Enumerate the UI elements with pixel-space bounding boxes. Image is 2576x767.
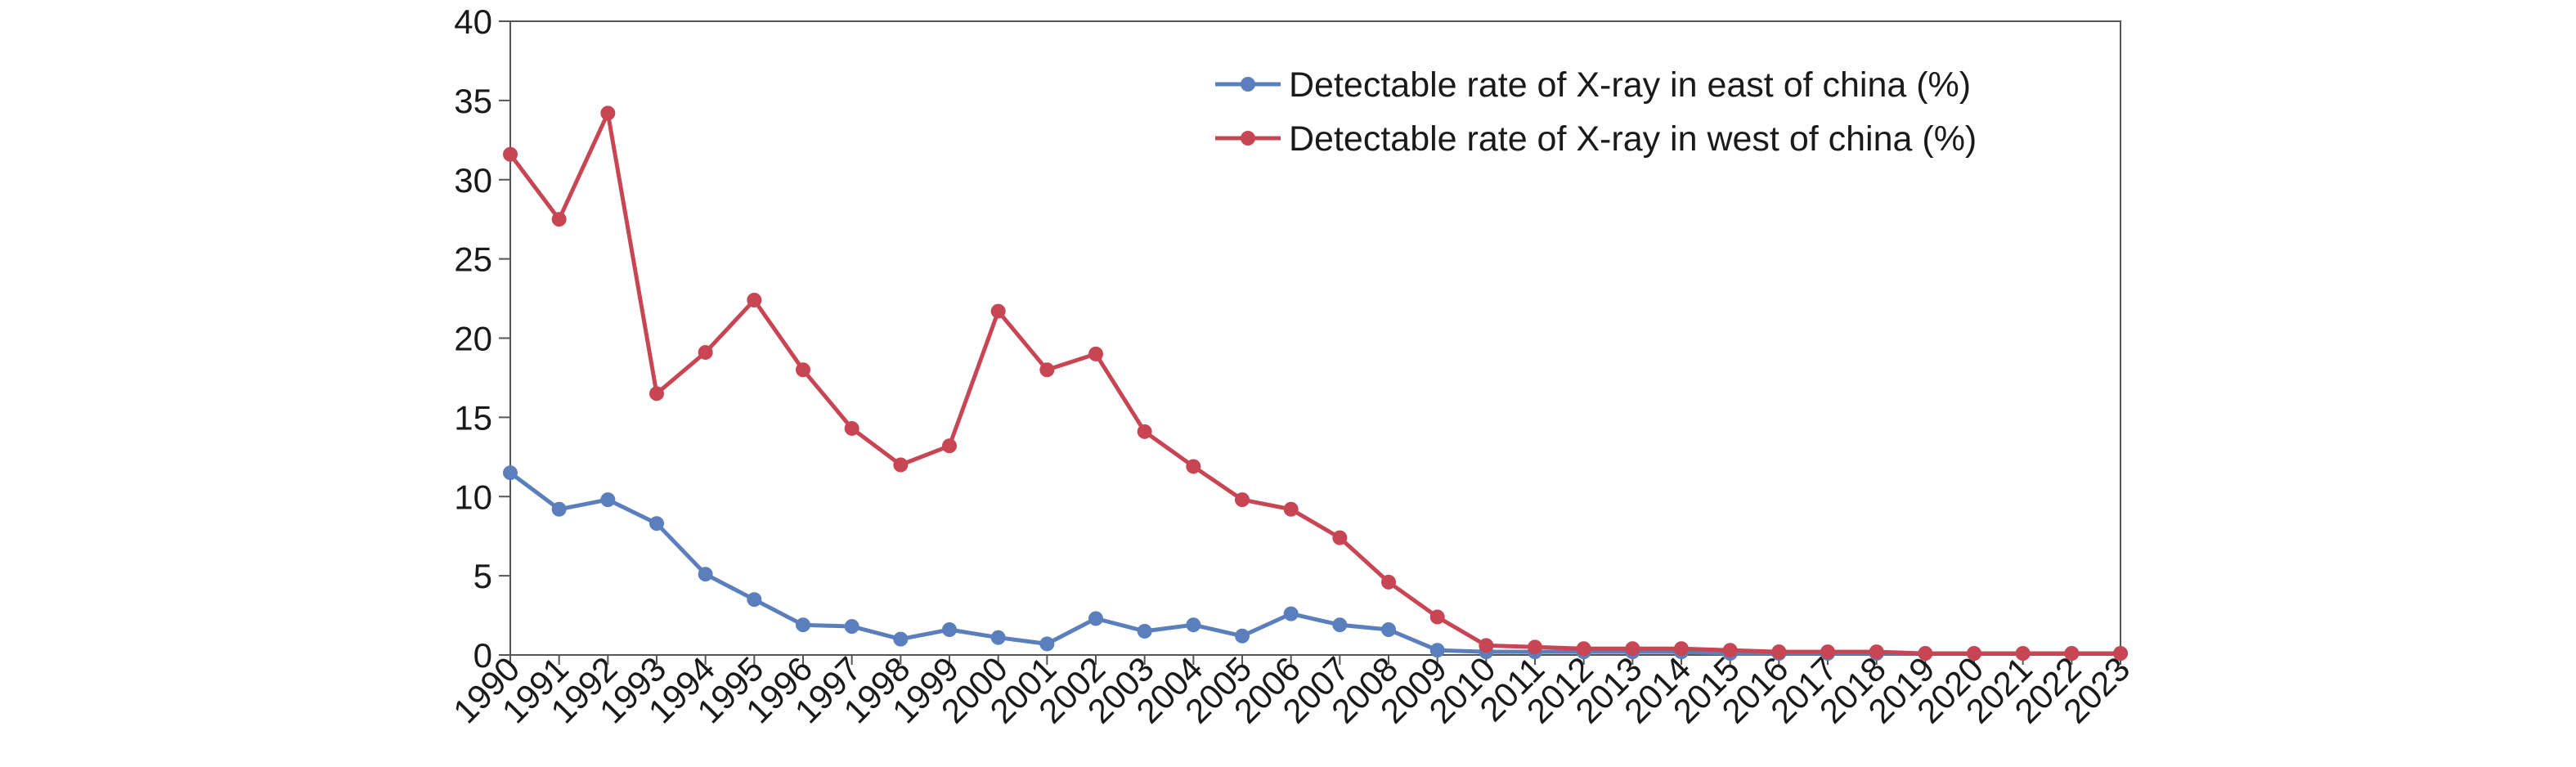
data-point (1722, 643, 1738, 658)
data-point (649, 516, 664, 532)
x-axis: 1990199119921993199419951996199719981999… (446, 649, 2137, 730)
series-west (503, 105, 2128, 662)
data-point (796, 362, 810, 378)
data-point (747, 592, 762, 608)
data-point (1576, 641, 1591, 657)
series-line (509, 110, 2120, 656)
data-point (1381, 574, 1396, 590)
data-point (796, 617, 810, 633)
plot-border (509, 20, 2121, 656)
data-point (1137, 424, 1152, 439)
data-point (600, 105, 616, 121)
data-point (1039, 636, 1055, 652)
series-line (509, 471, 2120, 656)
data-point (1332, 530, 1348, 545)
data-point (942, 438, 957, 454)
data-point (698, 344, 713, 360)
y-tick-label: 10 (454, 478, 492, 516)
series-layer (503, 105, 2128, 662)
legend-swatch-marker (1241, 77, 1255, 92)
data-point (503, 146, 518, 162)
plot-frame (509, 20, 2121, 656)
data-point (1137, 623, 1152, 639)
data-point (1283, 606, 1299, 621)
data-point (503, 465, 518, 481)
y-tick-label: 20 (454, 320, 492, 358)
data-point (1283, 501, 1299, 517)
data-point (2113, 646, 2128, 662)
data-point (1771, 644, 1787, 660)
data-point (1869, 644, 1884, 660)
y-tick-label: 0 (473, 636, 492, 675)
y-axis: 0 5 10 15 20 25 30 35 40 (454, 2, 510, 675)
data-point (990, 303, 1006, 319)
data-point (1088, 611, 1103, 626)
y-tick-label: 15 (454, 398, 492, 437)
data-point (942, 622, 957, 637)
data-point (747, 293, 762, 307)
y-tick-label: 35 (454, 82, 492, 120)
data-point (893, 631, 909, 647)
data-point (844, 619, 859, 635)
data-point (1479, 638, 1494, 653)
data-point (1039, 362, 1055, 378)
data-point (1967, 646, 1981, 662)
data-point (1235, 628, 1250, 644)
data-point (551, 212, 567, 227)
data-point (1528, 639, 1542, 655)
data-point (551, 501, 567, 517)
legend: Detectable rate of X-ray in east of chin… (1215, 65, 1977, 159)
data-point (844, 420, 859, 436)
data-point (1429, 609, 1445, 625)
data-point (600, 492, 616, 508)
data-point (2064, 646, 2080, 662)
series-east (503, 465, 2128, 662)
data-point (990, 630, 1006, 645)
data-point (1918, 646, 1933, 662)
data-point (1235, 492, 1250, 508)
data-point (1332, 617, 1348, 633)
y-tick-label: 25 (454, 240, 492, 279)
legend-item: Detectable rate of X-ray in east of chin… (1215, 65, 1971, 105)
data-point (1674, 641, 1689, 657)
y-tick-label: 30 (454, 161, 492, 200)
legend-label: Detectable rate of X-ray in east of chin… (1289, 65, 1971, 105)
legend-swatch-marker (1241, 131, 1255, 146)
y-tick-label: 5 (473, 557, 492, 595)
data-point (893, 457, 909, 473)
data-point (1625, 641, 1640, 657)
data-point (2015, 646, 2031, 662)
data-point (649, 386, 664, 401)
data-point (1429, 643, 1445, 658)
data-point (1381, 622, 1396, 637)
data-point (1186, 617, 1201, 633)
data-point (1088, 346, 1103, 361)
data-point (1820, 644, 1835, 660)
legend-item: Detectable rate of X-ray in west of chin… (1215, 119, 1977, 159)
legend-label: Detectable rate of X-ray in west of chin… (1289, 119, 1977, 159)
y-tick-label: 40 (454, 2, 492, 41)
data-point (1186, 459, 1201, 474)
data-point (698, 567, 713, 582)
